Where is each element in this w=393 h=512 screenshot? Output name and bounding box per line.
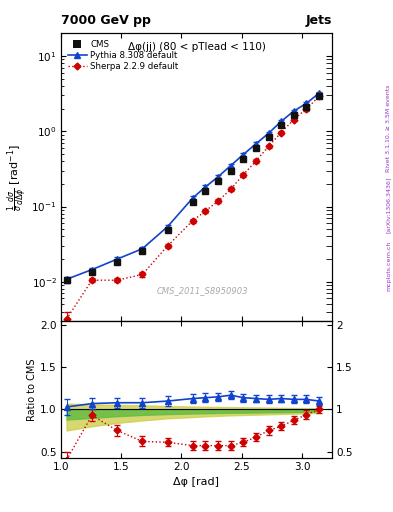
Text: mcplots.cern.ch: mcplots.cern.ch: [386, 241, 391, 291]
Y-axis label: $\frac{1}{\sigma}\frac{d\sigma}{d\Delta\phi}$ [rad$^{-1}$]: $\frac{1}{\sigma}\frac{d\sigma}{d\Delta\…: [6, 144, 30, 210]
Text: Δφ(jj) (80 < pTlead < 110): Δφ(jj) (80 < pTlead < 110): [128, 42, 265, 52]
X-axis label: Δφ [rad]: Δφ [rad]: [173, 477, 220, 486]
Text: Jets: Jets: [306, 14, 332, 27]
Text: 7000 GeV pp: 7000 GeV pp: [61, 14, 151, 27]
Text: Rivet 3.1.10, ≥ 3.5M events: Rivet 3.1.10, ≥ 3.5M events: [386, 84, 391, 172]
Y-axis label: Ratio to CMS: Ratio to CMS: [28, 358, 37, 421]
Text: CMS_2011_S8950903: CMS_2011_S8950903: [156, 286, 248, 295]
Legend: CMS, Pythia 8.308 default, Sherpa 2.2.9 default: CMS, Pythia 8.308 default, Sherpa 2.2.9 …: [65, 37, 181, 74]
Text: [arXiv:1306.3436]: [arXiv:1306.3436]: [386, 177, 391, 233]
